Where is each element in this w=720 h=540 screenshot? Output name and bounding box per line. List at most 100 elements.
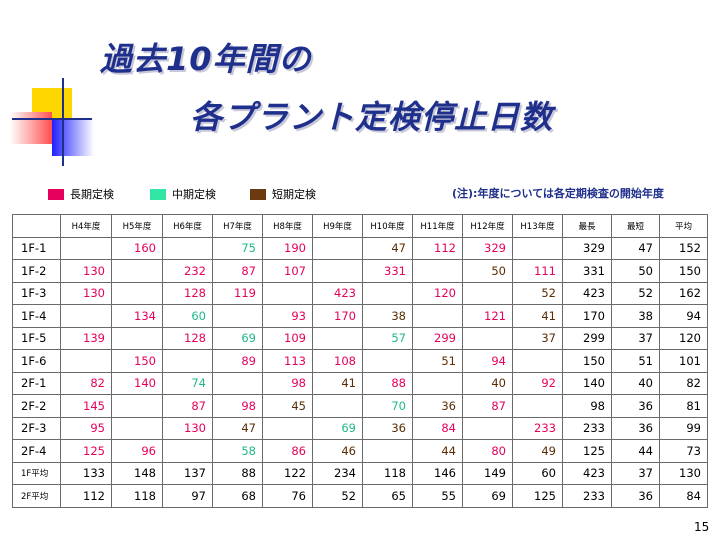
column-header: H4年度 [60, 214, 112, 238]
table-cell: 52 [512, 281, 563, 305]
title-line-2: 各プラント定検停止日数 [190, 98, 554, 136]
table-cell: 130 [162, 416, 213, 440]
table-cell: 125 [562, 439, 612, 463]
table-cell: 60 [512, 461, 563, 485]
table-cell: 128 [162, 326, 213, 350]
table-cell: 69 [212, 326, 263, 350]
table-cell: 118 [362, 461, 413, 485]
table-row: 1F-3 130 128 119 423 120 52 423 52 162 [12, 281, 708, 305]
column-header: 最短 [611, 214, 660, 238]
table-cell: 93 [262, 304, 313, 328]
row-label: 1F-3 [12, 281, 61, 305]
table-cell: 70 [362, 394, 413, 418]
legend-mid-swatch [150, 188, 166, 200]
table-cell: 109 [262, 326, 313, 350]
table-cell [312, 259, 363, 283]
table-cell: 47 [362, 236, 413, 260]
legend-mid-label: 中期定検 [172, 188, 216, 201]
table-cell: 331 [562, 259, 612, 283]
table-cell [462, 326, 513, 350]
table-cell: 118 [111, 484, 163, 508]
row-label: 1F平均 [12, 461, 61, 485]
table-cell: 81 [659, 394, 708, 418]
table-cell: 329 [462, 236, 513, 260]
table-cell: 108 [312, 349, 363, 373]
table-cell: 36 [611, 484, 660, 508]
table-cell [462, 416, 513, 440]
table-cell: 329 [562, 236, 612, 260]
legend-long-swatch [48, 188, 64, 200]
table-cell [462, 281, 513, 305]
table-row: 2F平均 112 118 97 68 76 52 65 55 69 125 233 36 84 [12, 484, 708, 508]
table-cell [60, 304, 112, 328]
table-cell: 148 [111, 461, 163, 485]
row-label: 2F-3 [12, 416, 61, 440]
table-cell [512, 349, 563, 373]
column-header: H5年度 [111, 214, 163, 238]
column-header: H7年度 [212, 214, 263, 238]
table-cell: 47 [611, 236, 660, 260]
table-row: 2F-3 95 130 47 69 36 84 233 233 36 99 [12, 416, 708, 440]
column-header: 最長 [562, 214, 612, 238]
table-cell: 84 [659, 484, 708, 508]
table-cell: 97 [162, 484, 213, 508]
table-cell: 299 [562, 326, 612, 350]
row-label: 1F-1 [12, 236, 61, 260]
table-cell: 120 [659, 326, 708, 350]
column-header: 平均 [659, 214, 708, 238]
table-cell: 57 [362, 326, 413, 350]
table-cell: 233 [512, 416, 563, 440]
table-cell: 86 [262, 439, 313, 463]
table-cell: 120 [412, 281, 463, 305]
table-cell [312, 236, 363, 260]
table-row: 1F平均 133 148 137 88 122 234 118 146 149 60 423 37 130 [12, 461, 708, 485]
column-header: H11年度 [412, 214, 463, 238]
table-cell: 65 [362, 484, 413, 508]
table-row: 2F-2 145 87 98 45 70 36 87 98 36 81 [12, 394, 708, 418]
table-cell [162, 349, 213, 373]
table-cell: 233 [562, 484, 612, 508]
table-cell: 74 [162, 371, 213, 395]
outage-days-table: H4年度 H5年度 H6年度 H7年度 H8年度 H9年度 H10年度 H11年度 H12年度 H… [12, 214, 708, 508]
table-cell [111, 394, 163, 418]
table-cell [111, 416, 163, 440]
column-header: H12年度 [462, 214, 513, 238]
table-cell: 88 [212, 461, 263, 485]
table-cell [262, 281, 313, 305]
red-square [10, 112, 52, 144]
table-cell [312, 394, 363, 418]
table-cell: 149 [462, 461, 513, 485]
title-line-1: 過去10年間の [100, 40, 312, 78]
table-cell: 76 [262, 484, 313, 508]
row-label: 1F-4 [12, 304, 61, 328]
table-cell [512, 236, 563, 260]
table-cell: 40 [462, 371, 513, 395]
table-cell: 50 [611, 259, 660, 283]
table-cell [412, 304, 463, 328]
table-cell: 38 [362, 304, 413, 328]
table-cell: 299 [412, 326, 463, 350]
table-cell: 150 [111, 349, 163, 373]
table-cell: 82 [60, 371, 112, 395]
table-cell: 89 [212, 349, 263, 373]
table-cell [111, 259, 163, 283]
table-cell: 45 [262, 394, 313, 418]
table-cell: 60 [162, 304, 213, 328]
table-cell: 69 [312, 416, 363, 440]
legend-long: 長期定検 [48, 186, 114, 202]
legend-short: 短期定検 [250, 186, 316, 202]
table-cell: 88 [362, 371, 413, 395]
table-cell: 41 [312, 371, 363, 395]
legend-short-swatch [250, 188, 266, 200]
table-row: 1F-1 160 75 190 47 112 329 329 47 152 [12, 236, 708, 260]
row-label: 2F平均 [12, 484, 61, 508]
table-cell: 130 [659, 461, 708, 485]
table-row: 1F-5 139 128 69 109 57 299 37 299 37 120 [12, 326, 708, 350]
column-header: H8年度 [262, 214, 313, 238]
table-cell: 49 [512, 439, 563, 463]
table-cell [262, 416, 313, 440]
table-cell: 190 [262, 236, 313, 260]
table-cell [212, 371, 263, 395]
table-row: 2F-4 125 96 58 86 46 44 80 49 125 44 73 [12, 439, 708, 463]
table-cell [60, 236, 112, 260]
